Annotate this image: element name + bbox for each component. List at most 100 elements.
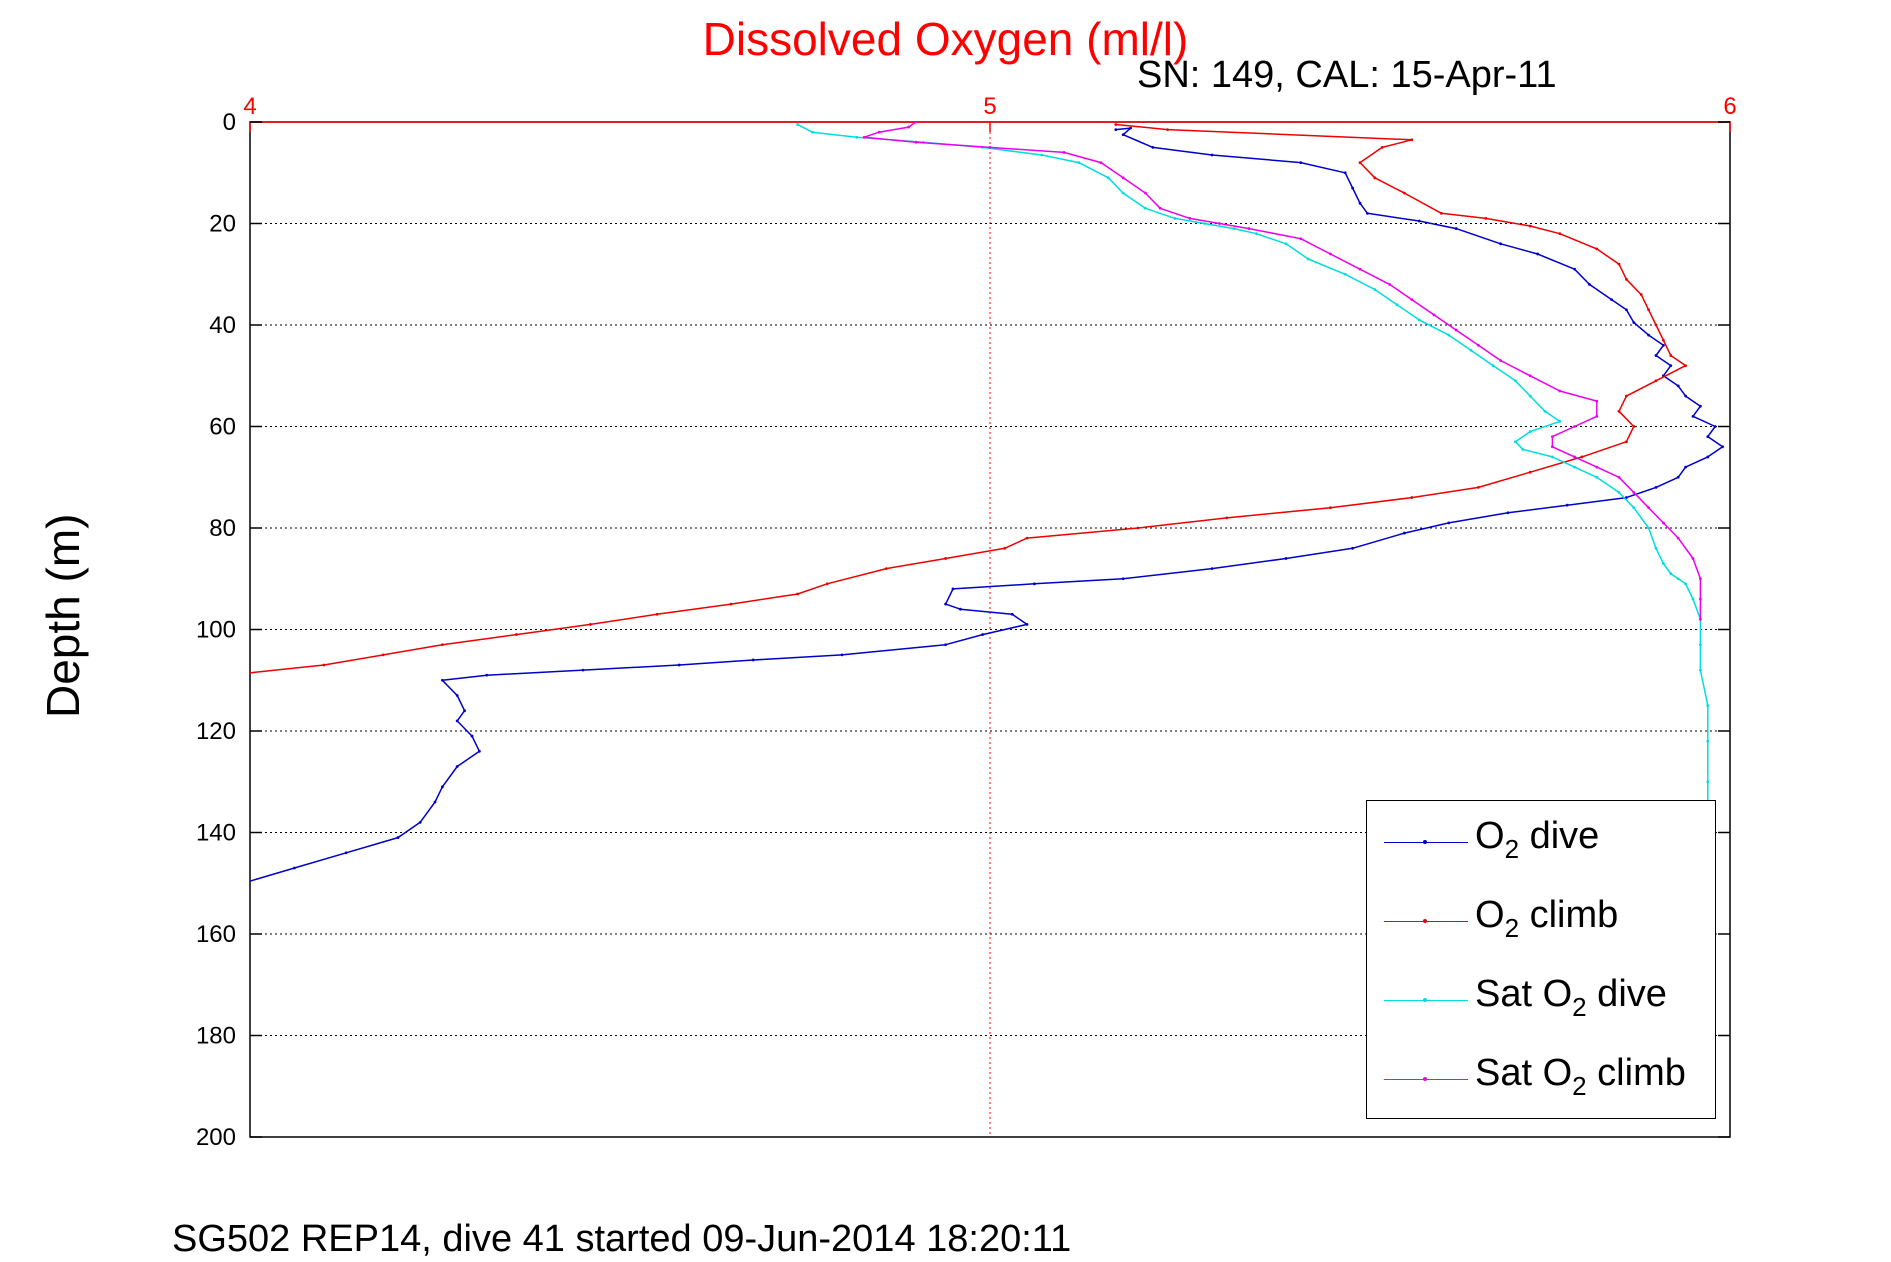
- data-point-o2-dive: [1210, 153, 1214, 157]
- data-point-o2-climb: [1654, 379, 1658, 383]
- data-point-o2-climb: [226, 674, 229, 677]
- data-point-sat-o2-climb: [1699, 617, 1702, 621]
- data-point-o2-climb: [1639, 293, 1643, 296]
- data-point-o2-dive: [1662, 343, 1665, 347]
- data-point-o2-climb: [1625, 440, 1628, 444]
- data-point-sat-o2-dive: [1551, 455, 1554, 459]
- legend-label: O2 dive: [1475, 815, 1600, 864]
- data-point-o2-dive: [463, 709, 466, 713]
- sensor-calibration-note: SN: 149, CAL: 15-Apr-11: [1137, 54, 1557, 96]
- data-point-o2-dive: [840, 653, 844, 657]
- data-point-o2-dive: [1358, 201, 1362, 205]
- data-point-o2-dive: [1610, 298, 1613, 302]
- data-point-o2-dive: [1010, 612, 1014, 616]
- data-point-o2-climb: [1003, 546, 1007, 550]
- data-point-o2-climb: [1410, 138, 1414, 142]
- data-point-sat-o2-dive: [1543, 409, 1547, 413]
- data-point-o2-climb: [1136, 526, 1140, 530]
- data-point-o2-dive: [34, 973, 37, 976]
- data-point-o2-climb: [381, 653, 385, 657]
- data-point-sat-o2-dive: [1232, 227, 1236, 230]
- data-point-o2-climb: [49, 745, 52, 748]
- data-point-sat-o2-dive: [1706, 739, 1710, 743]
- data-point-sat-o2-dive: [1395, 303, 1399, 307]
- data-point-o2-climb: [515, 633, 518, 636]
- data-point-o2-climb: [825, 582, 829, 586]
- data-point-o2-climb: [589, 623, 592, 626]
- data-point-o2-dive: [1713, 425, 1717, 428]
- data-point-sat-o2-climb: [1595, 414, 1599, 418]
- data-point-o2-dive: [1691, 414, 1695, 418]
- data-point-o2-dive: [130, 938, 133, 941]
- data-point-o2-dive: [1033, 582, 1036, 586]
- data-point-o2-dive: [1699, 404, 1702, 408]
- data-point-sat-o2-dive: [1491, 364, 1495, 367]
- data-point-o2-climb: [1617, 409, 1621, 413]
- data-point-sat-o2-climb: [1477, 343, 1480, 347]
- data-point-o2-climb: [1625, 394, 1628, 398]
- data-point-o2-dive: [241, 882, 244, 885]
- data-point-sat-o2-dive: [1417, 318, 1421, 322]
- data-point-sat-o2-dive: [1684, 582, 1687, 586]
- data-point-sat-o2-dive: [796, 123, 799, 126]
- data-point-o2-climb: [1647, 308, 1650, 312]
- data-point-o2-climb: [655, 612, 659, 616]
- data-point-o2-climb: [1403, 191, 1406, 195]
- data-point-sat-o2-climb: [1454, 328, 1458, 332]
- data-point-sat-o2-climb: [1662, 521, 1665, 525]
- data-point-o2-climb: [796, 592, 799, 596]
- data-point-o2-climb: [1528, 224, 1532, 228]
- chart-legend: O2 dive O2 climb Sat O2 dive Sat O2 clim…: [1366, 800, 1716, 1119]
- data-point-o2-dive: [1417, 219, 1421, 223]
- series-line-o2-climb: [250, 123, 1687, 674]
- data-point-o2-climb: [885, 567, 888, 570]
- data-point-sat-o2-climb: [1121, 176, 1125, 180]
- data-point-o2-dive: [293, 866, 296, 870]
- data-point-sat-o2-dive: [1558, 420, 1562, 423]
- data-point-o2-dive: [1676, 384, 1680, 388]
- data-point-o2-climb: [1595, 247, 1599, 251]
- data-point-sat-o2-climb: [1188, 217, 1192, 220]
- legend-entry-sat-o2-climb: Sat O2 climb: [1367, 1042, 1715, 1102]
- data-point-o2-climb: [1329, 506, 1332, 510]
- data-point-sat-o2-dive: [1662, 562, 1665, 565]
- legend-label: O2 climb: [1475, 894, 1619, 943]
- data-point-sat-o2-dive: [1528, 394, 1532, 398]
- data-point-sat-o2-climb: [1647, 506, 1650, 510]
- data-point-o2-climb: [1484, 217, 1488, 220]
- data-point-o2-dive: [219, 897, 222, 900]
- data-point-sat-o2-climb: [1158, 206, 1162, 210]
- data-point-o2-dive: [959, 607, 962, 611]
- data-point-o2-dive: [1299, 161, 1303, 165]
- data-point-sat-o2-climb: [1410, 298, 1414, 302]
- data-point-o2-dive: [1499, 242, 1502, 246]
- data-point-o2-climb: [1114, 123, 1118, 126]
- data-point-sat-o2-dive: [1040, 153, 1044, 157]
- data-point-sat-o2-climb: [862, 135, 866, 139]
- legend-entry-o2-climb: O2 climb: [1367, 884, 1715, 944]
- data-point-sat-o2-dive: [1447, 333, 1451, 337]
- data-point-sat-o2-dive: [1706, 704, 1710, 708]
- legend-marker: [1423, 919, 1427, 923]
- data-point-sat-o2-dive: [1647, 526, 1650, 530]
- data-point-o2-dive: [1536, 252, 1539, 256]
- data-point-sat-o2-dive: [1343, 272, 1347, 276]
- data-point-o2-dive: [344, 851, 348, 855]
- data-point-o2-dive: [951, 587, 955, 591]
- data-point-sat-o2-climb: [1595, 465, 1599, 469]
- data-point-o2-dive: [1565, 503, 1569, 507]
- y-tick-label: 0: [223, 109, 236, 136]
- data-point-o2-dive: [1654, 354, 1658, 357]
- data-point-o2-dive: [1129, 126, 1132, 130]
- data-point-sat-o2-dive: [1669, 572, 1673, 576]
- y-tick-label: 140: [196, 820, 236, 847]
- data-point-sat-o2-climb: [1617, 475, 1621, 479]
- data-point-o2-dive: [1343, 171, 1347, 175]
- data-point-o2-dive: [751, 658, 755, 662]
- data-point-o2-climb: [729, 602, 733, 606]
- data-point-o2-climb: [944, 557, 947, 560]
- data-point-o2-dive: [1366, 211, 1369, 215]
- data-point-o2-dive: [418, 820, 422, 824]
- data-point-o2-dive: [1506, 511, 1510, 515]
- data-point-o2-dive: [1588, 283, 1591, 286]
